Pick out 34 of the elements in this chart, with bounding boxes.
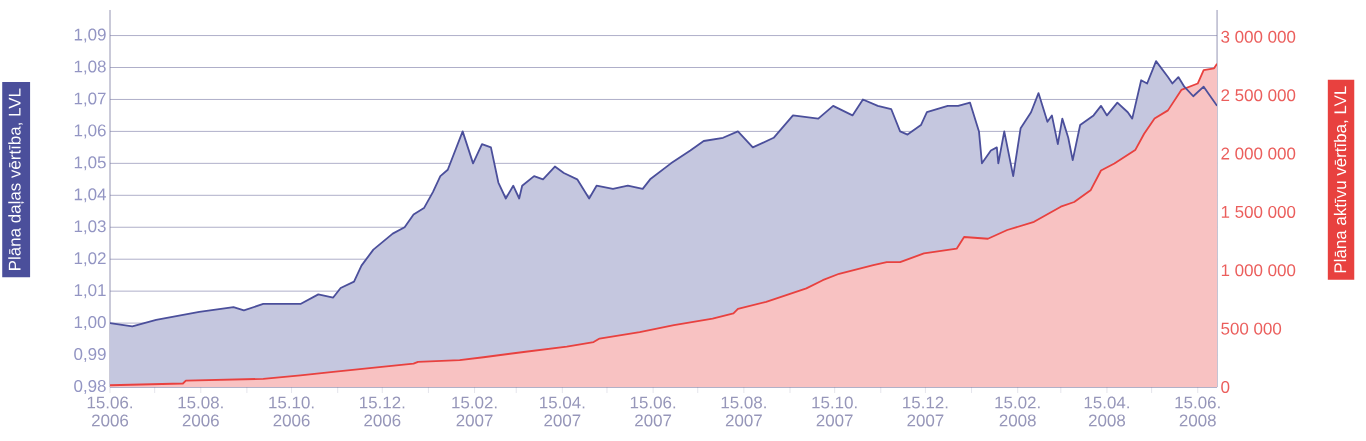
y-tick-label: 1,07 [74,92,106,107]
y-axis-title: Plāna daļas vērtība, LVL [8,88,25,270]
x-tick-label: 15.02. 2007 [452,396,497,427]
y-tick-label: 0,98 [74,380,106,394]
x-tick-label: 15.08. 2007 [721,396,766,427]
y-tick-label: 1,08 [74,60,106,75]
y-tick-label: 1,02 [74,252,106,267]
y-tick-label: 0,99 [74,348,106,363]
y-tick-label: 1,03 [74,220,106,235]
x-tick-label: 15.12. 2006 [360,396,405,427]
y-tick-label: 1,06 [74,124,106,139]
x-tick-label: 15.10. 2006 [269,396,314,427]
y-tick-label: 1,05 [74,156,106,171]
y-tick-label: 1,04 [74,188,106,203]
x-tick-label: 15.02. 2008 [995,396,1040,427]
x-tick-label: 15.06. 2007 [630,396,676,427]
x-tick-label: 15.06. 2006 [87,396,132,427]
x-tick-label: 15.04. 2008 [1084,396,1129,427]
x-tick-label: 15.12. 2007 [903,396,948,427]
y2-tick-label: 1 000 000 [1221,264,1296,277]
y-tick-label: 1,01 [74,284,106,299]
x-tick-label: 15.08. 2006 [178,396,223,427]
y2-tick-label: 1 500 000 [1221,205,1296,218]
y2-tick-label: 2 500 000 [1221,89,1296,102]
y2-axis-title: Plāna aktīvu vērtība, LVL [1333,86,1349,273]
x-tick-label: 15.04. 2007 [540,396,585,427]
y-tick-label: 1,09 [74,28,106,43]
y2-tick-label: 0 [1221,381,1230,393]
x-tick-label: 15.10. 2007 [812,396,857,427]
y2-tick-label: 500 000 [1221,322,1282,335]
x-tick-label: 15.06. 2008 [1175,396,1220,427]
y2-tick-label: 2 000 000 [1221,147,1296,160]
y2-tick-label: 3 000 000 [1221,30,1296,43]
y-tick-label: 1,00 [74,316,106,331]
